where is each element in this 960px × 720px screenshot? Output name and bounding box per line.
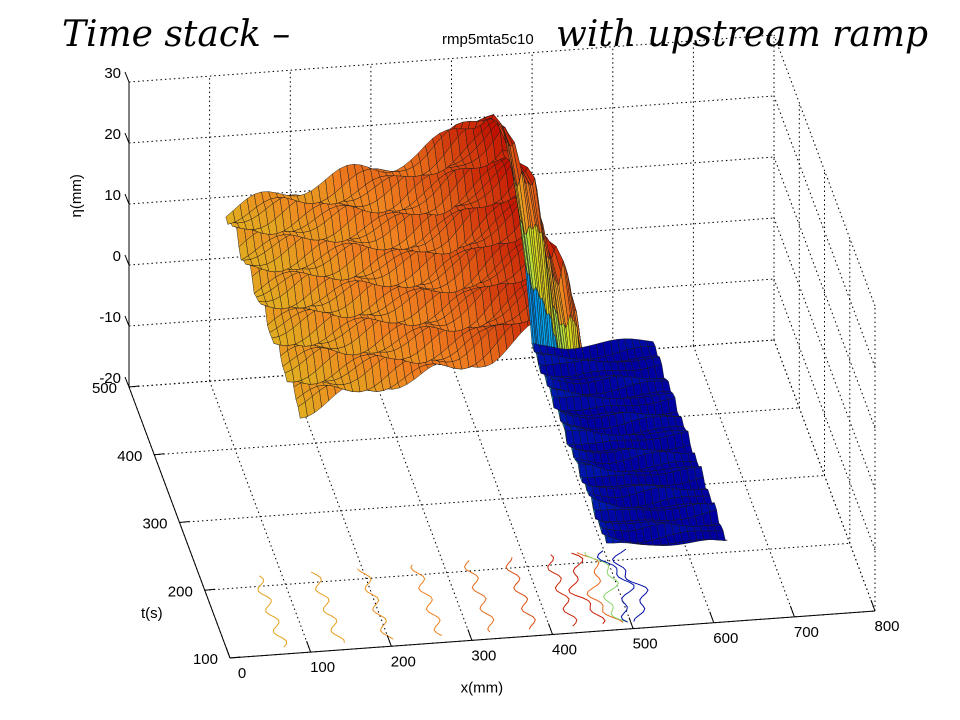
t-axis-label: t(s) (141, 605, 163, 622)
grid-line (773, 34, 876, 307)
t-tick-label: 500 (92, 380, 117, 397)
grid-line (773, 339, 876, 612)
x-tick-mark (306, 640, 312, 653)
grid-line (692, 345, 795, 618)
x-tick-mark (467, 629, 473, 641)
x-tick-mark (709, 611, 715, 623)
grid-line (773, 217, 876, 490)
x-tick-label: 700 (794, 624, 819, 641)
t-tick-mark (154, 453, 165, 456)
x-axis-label: x(mm) (461, 679, 503, 696)
axis-ticks: 0 100 200 300 400 500 600 700 800100200300400500… (92, 65, 900, 682)
axis-labels: x(mm) t(s) η(mm) (68, 174, 503, 696)
x-tick-label: 300 (471, 647, 496, 664)
run-id-label: rmp5mta5c10 (442, 31, 534, 48)
eta-tick-mark (124, 132, 130, 144)
x-tick-label: 400 (552, 642, 577, 659)
surface-cell (225, 210, 236, 225)
surface-mesh (225, 113, 728, 546)
grid-line (209, 380, 312, 653)
x-tick-mark (548, 623, 553, 635)
x-tick-mark (225, 646, 231, 659)
t-tick-mark (128, 385, 140, 388)
contour-line (576, 552, 624, 623)
chart-title-right: with upstream ramp (556, 14, 929, 55)
contour-line (357, 568, 394, 640)
eta-axis-label: η(mm) (68, 174, 85, 217)
eta-tick-label: 0 (113, 248, 121, 265)
t-tick-label: 100 (193, 651, 218, 668)
contour-line (410, 564, 443, 637)
contour-line (596, 550, 635, 623)
eta-tick-label: 10 (104, 187, 121, 204)
x-tick-label: 100 (310, 659, 335, 676)
contour-lines (257, 548, 649, 648)
x-tick-label: 0 (238, 665, 246, 682)
grid-line (451, 363, 553, 635)
t-tick-label: 200 (168, 583, 193, 600)
eta-tick-mark (124, 376, 130, 388)
grid-line (773, 278, 876, 551)
eta-tick-mark (124, 254, 130, 266)
grid-line (773, 95, 876, 368)
x-tick-mark (789, 605, 795, 618)
eta-tick-label: 30 (104, 65, 121, 82)
eta-tick-label: -20 (99, 370, 121, 387)
eta-tick-mark (124, 71, 130, 83)
t-tick-label: 400 (117, 448, 142, 465)
x-tick-mark (628, 617, 634, 629)
contour-line (463, 560, 495, 633)
t-tick-label: 300 (142, 516, 167, 533)
t-tick-mark (204, 588, 215, 591)
x-tick-label: 800 (874, 618, 899, 635)
grid-line (531, 357, 634, 629)
grid-line (773, 156, 876, 429)
chart-title-left: Time stack – (62, 14, 291, 55)
x-tick-label: 500 (633, 636, 658, 653)
t-tick-mark (179, 521, 190, 523)
contour-line (568, 552, 606, 625)
contour-line (584, 551, 629, 623)
eta-tick-mark (124, 193, 130, 205)
eta-tick-label: 20 (104, 126, 121, 143)
eta-tick-label: -10 (99, 309, 121, 326)
contour-line (505, 557, 536, 630)
contour-line (257, 575, 288, 648)
contour-line (612, 548, 649, 622)
eta-tick-mark (124, 315, 130, 327)
x-tick-label: 200 (391, 653, 416, 670)
t-tick-mark (229, 656, 241, 659)
x-tick-mark (870, 599, 876, 612)
x-tick-label: 600 (713, 630, 738, 647)
contour-line (310, 571, 345, 643)
grid-line (289, 375, 392, 647)
contour-line (547, 554, 578, 627)
x-tick-mark (386, 635, 392, 647)
grid-line (370, 369, 473, 641)
